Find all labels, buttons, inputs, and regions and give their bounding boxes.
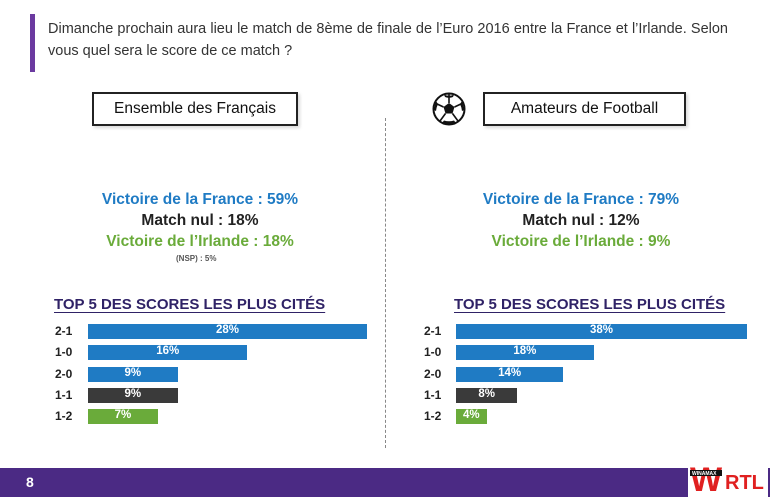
bar <box>456 324 747 339</box>
data-label: 9% <box>124 388 142 400</box>
result-ireland: Victoire de l’Irlande : 18% <box>106 233 294 250</box>
category-label: 1-1 <box>55 388 73 402</box>
bar <box>88 409 158 424</box>
result-ireland: Victoire de l’Irlande : 9% <box>491 233 671 250</box>
category-label: 2-0 <box>424 367 442 381</box>
svg-text:RTL: RTL <box>725 472 764 494</box>
data-label: 7% <box>114 409 132 421</box>
data-label: 16% <box>156 345 180 357</box>
category-label: 1-1 <box>424 388 442 402</box>
data-label: 8% <box>478 388 495 400</box>
page-number: 8 <box>26 474 34 490</box>
category-label: 1-0 <box>424 345 442 359</box>
category-label: 1-0 <box>55 345 73 359</box>
data-label: 18% <box>513 345 537 357</box>
bar <box>456 345 594 360</box>
category-label: 2-1 <box>55 324 73 338</box>
data-label: 4% <box>463 409 480 421</box>
result-france: Victoire de la France : 79% <box>482 191 680 208</box>
footer-bar: 8 <box>0 468 770 497</box>
result-draw: Match nul : 12% <box>522 212 640 229</box>
accent-bar <box>30 14 35 72</box>
panel-title-all: Ensemble des Français <box>92 92 298 126</box>
soccer-ball-icon <box>432 92 466 126</box>
bar <box>456 367 564 382</box>
category-label: 1-2 <box>55 409 73 423</box>
category-label: 1-2 <box>424 409 442 423</box>
bar <box>88 324 367 339</box>
result-france: Victoire de la France : 59% <box>101 191 299 208</box>
data-label: 14% <box>498 367 522 379</box>
bar <box>456 388 518 403</box>
chart-title: TOP 5 DES SCORES LES PLUS CITÉS <box>454 296 726 313</box>
data-label: 38% <box>589 324 614 336</box>
bar <box>88 367 178 382</box>
svg-text:WINAMAX: WINAMAX <box>692 471 717 477</box>
chart-title: TOP 5 DES SCORES LES PLUS CITÉS <box>54 296 326 313</box>
data-label: 9% <box>124 367 142 379</box>
bar <box>456 409 487 424</box>
category-label: 2-0 <box>55 367 73 381</box>
result-nsp: (NSP) : 5% <box>176 254 217 263</box>
bar <box>88 388 178 403</box>
result-draw: Match nul : 18% <box>141 212 259 229</box>
svg-text:W: W <box>690 461 723 497</box>
bar <box>88 345 248 360</box>
question-text: Dimanche prochain aura lieu le match de … <box>48 21 728 59</box>
category-label: 2-1 <box>424 324 442 338</box>
panel-title-amateurs: Amateurs de Football <box>483 92 686 126</box>
panel-divider <box>385 118 386 448</box>
winamax-rtl-logo: W WINAMAX RTL <box>688 457 768 497</box>
data-label: 28% <box>215 324 240 336</box>
